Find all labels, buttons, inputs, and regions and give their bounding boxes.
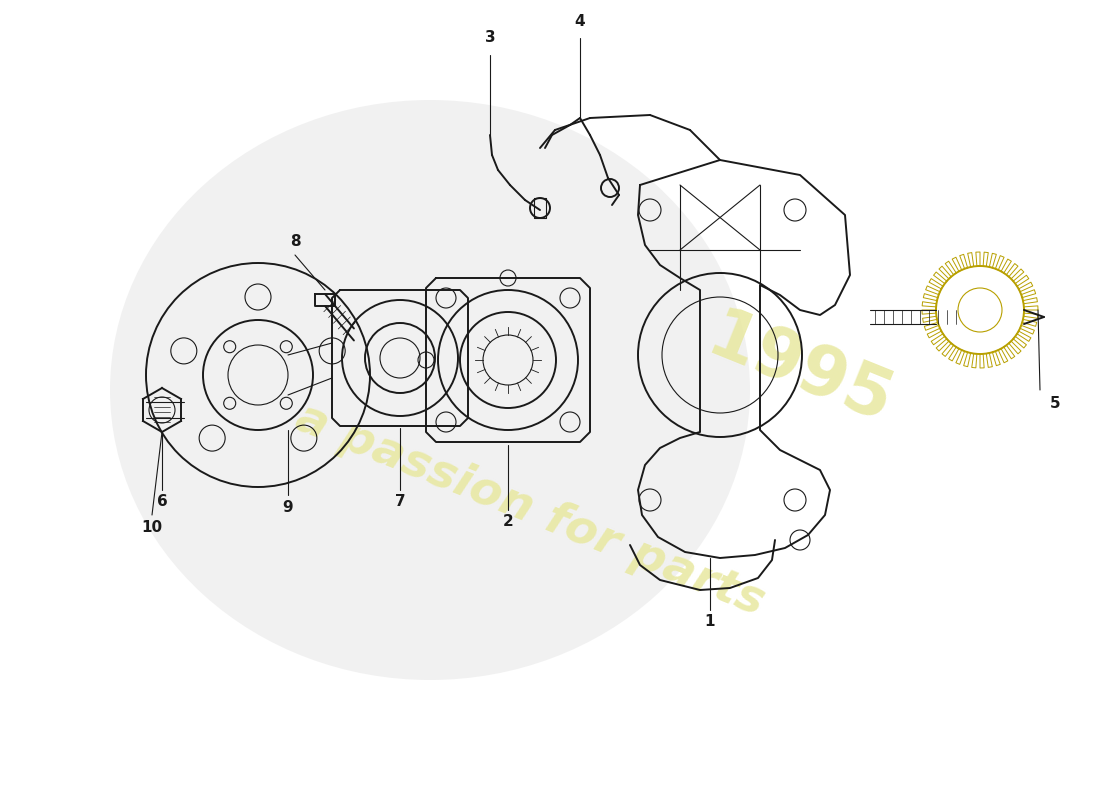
Ellipse shape <box>110 100 750 680</box>
Text: 6: 6 <box>156 494 167 510</box>
Text: 8: 8 <box>289 234 300 250</box>
Text: 2: 2 <box>503 514 514 530</box>
Text: a passion for parts: a passion for parts <box>289 395 771 625</box>
Text: 4: 4 <box>574 14 585 30</box>
Text: 5: 5 <box>1049 395 1060 410</box>
Text: 7: 7 <box>395 494 405 510</box>
Text: 1: 1 <box>705 614 715 630</box>
Text: 3: 3 <box>485 30 495 46</box>
Text: 9: 9 <box>283 501 294 515</box>
Text: 10: 10 <box>142 521 163 535</box>
Text: 1995: 1995 <box>697 302 902 438</box>
